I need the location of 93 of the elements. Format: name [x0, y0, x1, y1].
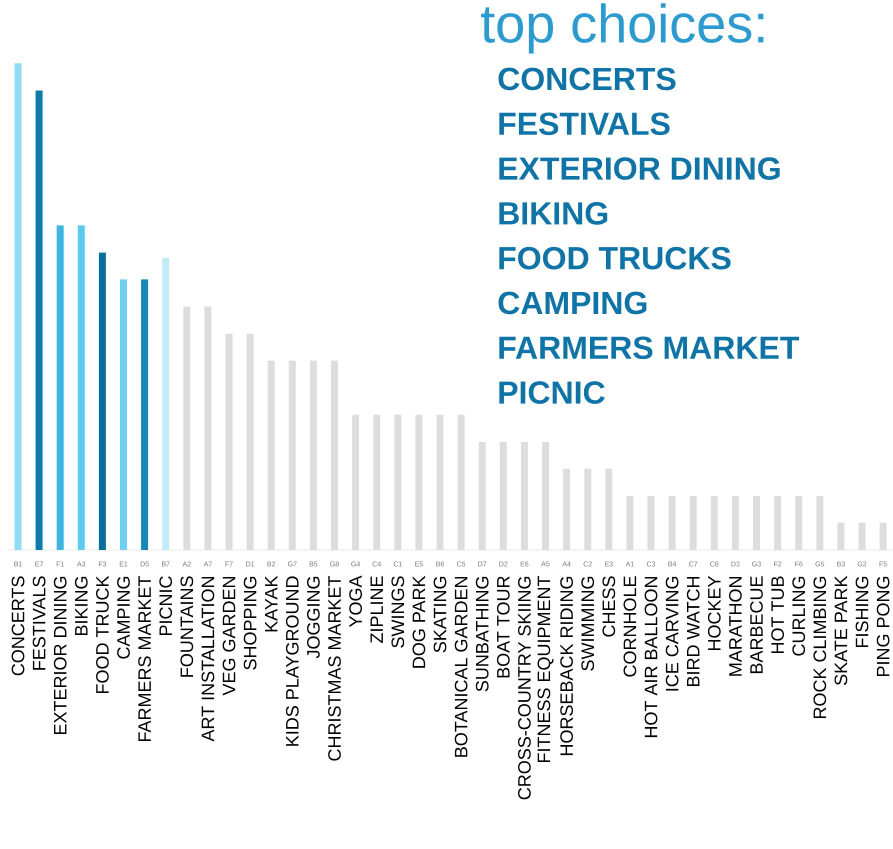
- bar: [563, 468, 570, 550]
- x-tick-label: ART INSTALLATION: [202, 576, 214, 742]
- annotation: BIKING: [499, 202, 608, 225]
- x-tick-label: MARATHON: [729, 576, 742, 676]
- x-tick-label: FARMERS MARKET: [138, 576, 151, 742]
- bar: [710, 496, 718, 550]
- bar: [141, 279, 148, 550]
- bar: [584, 468, 592, 550]
- bar: [753, 496, 760, 550]
- bar: [542, 442, 550, 550]
- x-tick-label: BARBECUE: [750, 576, 763, 674]
- x-tick-label: KIDS PLAYGROUND: [286, 576, 299, 746]
- x-tick-label: FOUNTAINS: [180, 576, 194, 677]
- x-tick-label: SWIMMING: [581, 576, 594, 671]
- bar: [56, 225, 64, 550]
- x-tick-label: BIKING: [74, 576, 88, 636]
- bar: [415, 414, 422, 550]
- bar: [500, 442, 507, 550]
- bar: [690, 496, 697, 550]
- x-tick-label: FOOD TRUCK: [96, 576, 109, 694]
- bar: [352, 414, 360, 550]
- bar: [394, 414, 402, 550]
- bar: [373, 414, 380, 550]
- bar: [246, 334, 254, 550]
- bar: [310, 360, 317, 550]
- bar: [204, 306, 212, 550]
- x-tick-label: YOGA: [349, 576, 362, 628]
- x-tick-label: ZIPLINE: [370, 576, 383, 643]
- annotation: CAMPING: [498, 292, 646, 314]
- annotation: FARMERS MARKET: [499, 336, 800, 360]
- annotation: EXTERIOR DINING: [499, 157, 780, 180]
- x-tick-label: CAMPING: [117, 576, 130, 659]
- x-tick-label: BOTANICAL GARDEN: [454, 577, 468, 757]
- bar: [605, 468, 612, 550]
- bar: [268, 360, 275, 550]
- x-tick-label: FISHING: [856, 576, 868, 648]
- bar: [226, 334, 233, 550]
- bar: [478, 442, 486, 550]
- bar: [162, 258, 170, 550]
- x-tick-label: DOG PARK: [412, 576, 426, 668]
- x-tick-label: SKATE PARK: [834, 576, 848, 686]
- x-tick-label: HOT TUB: [771, 576, 784, 654]
- x-tick-label: PICNIC: [159, 576, 172, 636]
- x-tick-label: SWINGS: [391, 576, 404, 648]
- x-tick-label: HOCKEY: [708, 576, 721, 650]
- x-tick-label: CORNHOLE: [624, 576, 636, 677]
- x-tick-label: BIRD WATCH: [686, 576, 700, 686]
- bar: [648, 496, 655, 550]
- x-tick-label: SUNBATHING: [476, 576, 489, 692]
- x-tick-label: HORSEBACK RIDING: [560, 576, 573, 756]
- bar: [732, 496, 739, 550]
- bar: [858, 522, 866, 550]
- x-tick-label: CHRISTMAS MARKET: [328, 576, 341, 761]
- bar: [36, 90, 43, 550]
- x-tick-label: HOT AIR BALLOON: [644, 577, 658, 738]
- bar: [14, 63, 22, 550]
- x-tick-label: ROCK CLIMBING: [813, 576, 826, 718]
- bar: [78, 225, 85, 550]
- x-tick-label: CROSS-COUNTRY SKIING: [518, 576, 531, 800]
- bar: [458, 414, 465, 550]
- annotation: FESTIVALS: [499, 112, 670, 136]
- bar: [774, 496, 782, 550]
- x-tick-label: FESTIVALS: [32, 576, 46, 670]
- bar: [183, 306, 190, 550]
- x-tick-label: PING PONG: [876, 576, 890, 676]
- bar: [837, 522, 844, 550]
- bar: [795, 496, 802, 550]
- bar: [816, 496, 824, 550]
- bar: [120, 279, 127, 550]
- bar: [331, 360, 338, 550]
- bar: [520, 442, 528, 550]
- bar: [436, 414, 444, 550]
- bar: [288, 360, 296, 550]
- bar: [880, 522, 887, 550]
- x-tick-label: ICE CARVING: [666, 576, 678, 691]
- x-tick-label: FITNESS EQUIPMENT: [538, 576, 554, 762]
- x-tick-label: EXTERIOR DINING: [54, 576, 67, 734]
- chart-title: top choices:: [481, 3, 764, 54]
- x-tick-label: JOGGING: [307, 576, 320, 658]
- annotation: FOOD TRUCKS: [499, 246, 731, 270]
- x-tick-label: KAYAK: [265, 576, 278, 632]
- bar: [98, 252, 106, 550]
- x-tick-label: BOAT TOUR: [496, 576, 510, 678]
- x-tick-label: CONCERTS: [12, 576, 24, 676]
- x-tick-label: SHOPPING: [244, 576, 256, 670]
- x-tick-label: VEG GARDEN: [222, 577, 236, 696]
- annotation: PICNIC: [499, 381, 605, 404]
- annotation: CONCERTS: [498, 68, 676, 90]
- bar: [668, 496, 676, 550]
- x-tick-label: SKATING: [434, 576, 446, 652]
- bar: [626, 496, 634, 550]
- x-tick-label: CHESS: [602, 576, 616, 637]
- x-tick-label: CURLING: [792, 576, 806, 656]
